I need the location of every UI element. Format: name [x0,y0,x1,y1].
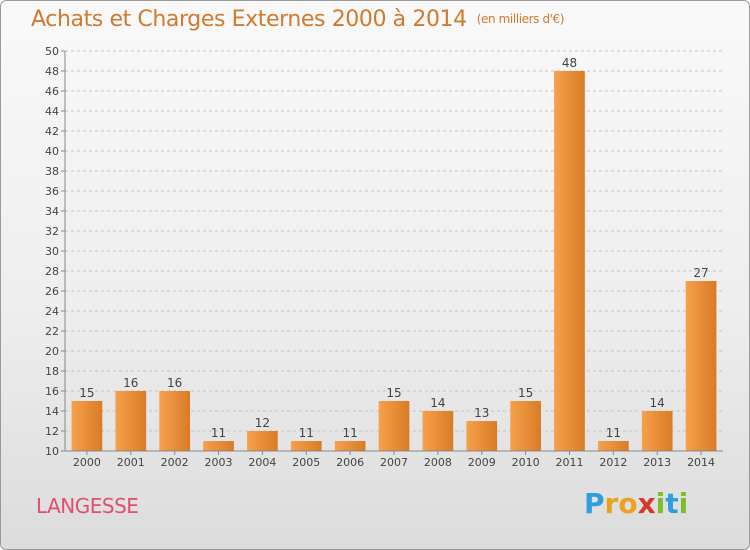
x-tick-label: 2006 [336,456,364,469]
logo-letter: i [678,487,689,520]
data-label: 15 [386,386,401,400]
logo-letter: x [637,487,656,520]
bar [378,401,410,451]
x-tick-label: 2002 [161,456,189,469]
y-tick-label: 24 [45,305,59,318]
y-tick-label: 34 [45,205,59,218]
data-label: 11 [211,426,226,440]
y-tick-label: 12 [45,425,59,438]
y-tick-label: 36 [45,185,59,198]
x-tick-label: 2007 [380,456,408,469]
x-tick-label: 2013 [643,456,671,469]
y-tick-label: 28 [45,265,59,278]
logo-letter: t [665,487,679,520]
bar [641,411,673,451]
chart-title-unit: (en milliers d'€) [476,12,565,26]
bar [597,441,629,451]
bar [685,281,717,451]
bar [334,441,366,451]
y-tick-label: 46 [45,85,59,98]
data-label: 15 [518,386,533,400]
y-tick-label: 38 [45,165,59,178]
x-tick-label: 2000 [73,456,101,469]
logo-letter: o [618,487,638,520]
x-tick-label: 2011 [555,456,583,469]
x-tick-label: 2008 [424,456,452,469]
bar [466,421,498,451]
x-tick-label: 2001 [117,456,145,469]
x-tick-label: 2003 [205,456,233,469]
y-tick-label: 26 [45,285,59,298]
y-tick-label: 44 [45,105,59,118]
bar [554,71,585,451]
data-label: 27 [693,266,708,280]
bar [115,391,147,451]
logo-letter: i [655,487,666,520]
x-tick-label: 2004 [248,456,276,469]
data-label: 13 [474,406,489,420]
data-label: 48 [562,56,577,70]
y-tick-label: 20 [45,345,59,358]
y-tick-label: 10 [45,445,59,458]
x-tick-label: 2005 [292,456,320,469]
y-tick-label: 14 [45,405,59,418]
data-label: 16 [167,376,182,390]
logo-letter: r [604,487,619,520]
y-tick-label: 48 [45,65,59,78]
bar [510,401,541,451]
data-label: 11 [342,426,357,440]
x-tick-label: 2012 [599,456,627,469]
x-tick-label: 2009 [468,456,496,469]
data-label: 12 [255,416,270,430]
y-tick-label: 50 [45,45,59,58]
logo-letter: P [584,487,605,520]
chart-title-text: Achats et Charges Externes 2000 à 2014 [31,7,467,32]
x-tick-label: 2014 [687,456,715,469]
data-label: 11 [299,426,314,440]
y-tick-label: 32 [45,225,59,238]
data-label: 14 [650,396,665,410]
data-label: 11 [606,426,621,440]
proxiti-logo: Proxiti [584,487,688,520]
x-tick-label: 2010 [512,456,540,469]
bar [247,431,278,451]
bar [422,411,454,451]
y-tick-label: 22 [45,325,59,338]
bar [71,401,103,451]
y-tick-label: 18 [45,365,59,378]
bar [290,441,322,451]
data-label: 16 [123,376,138,390]
bar [159,391,191,451]
y-tick-label: 40 [45,145,59,158]
bar [203,441,234,451]
data-label: 15 [79,386,94,400]
y-tick-label: 30 [45,245,59,258]
commune-name: LANGESSE [36,494,139,518]
data-label: 14 [430,396,445,410]
y-tick-label: 16 [45,385,59,398]
chart-title: Achats et Charges Externes 2000 à 2014 (e… [31,7,564,32]
y-tick-label: 42 [45,125,59,138]
